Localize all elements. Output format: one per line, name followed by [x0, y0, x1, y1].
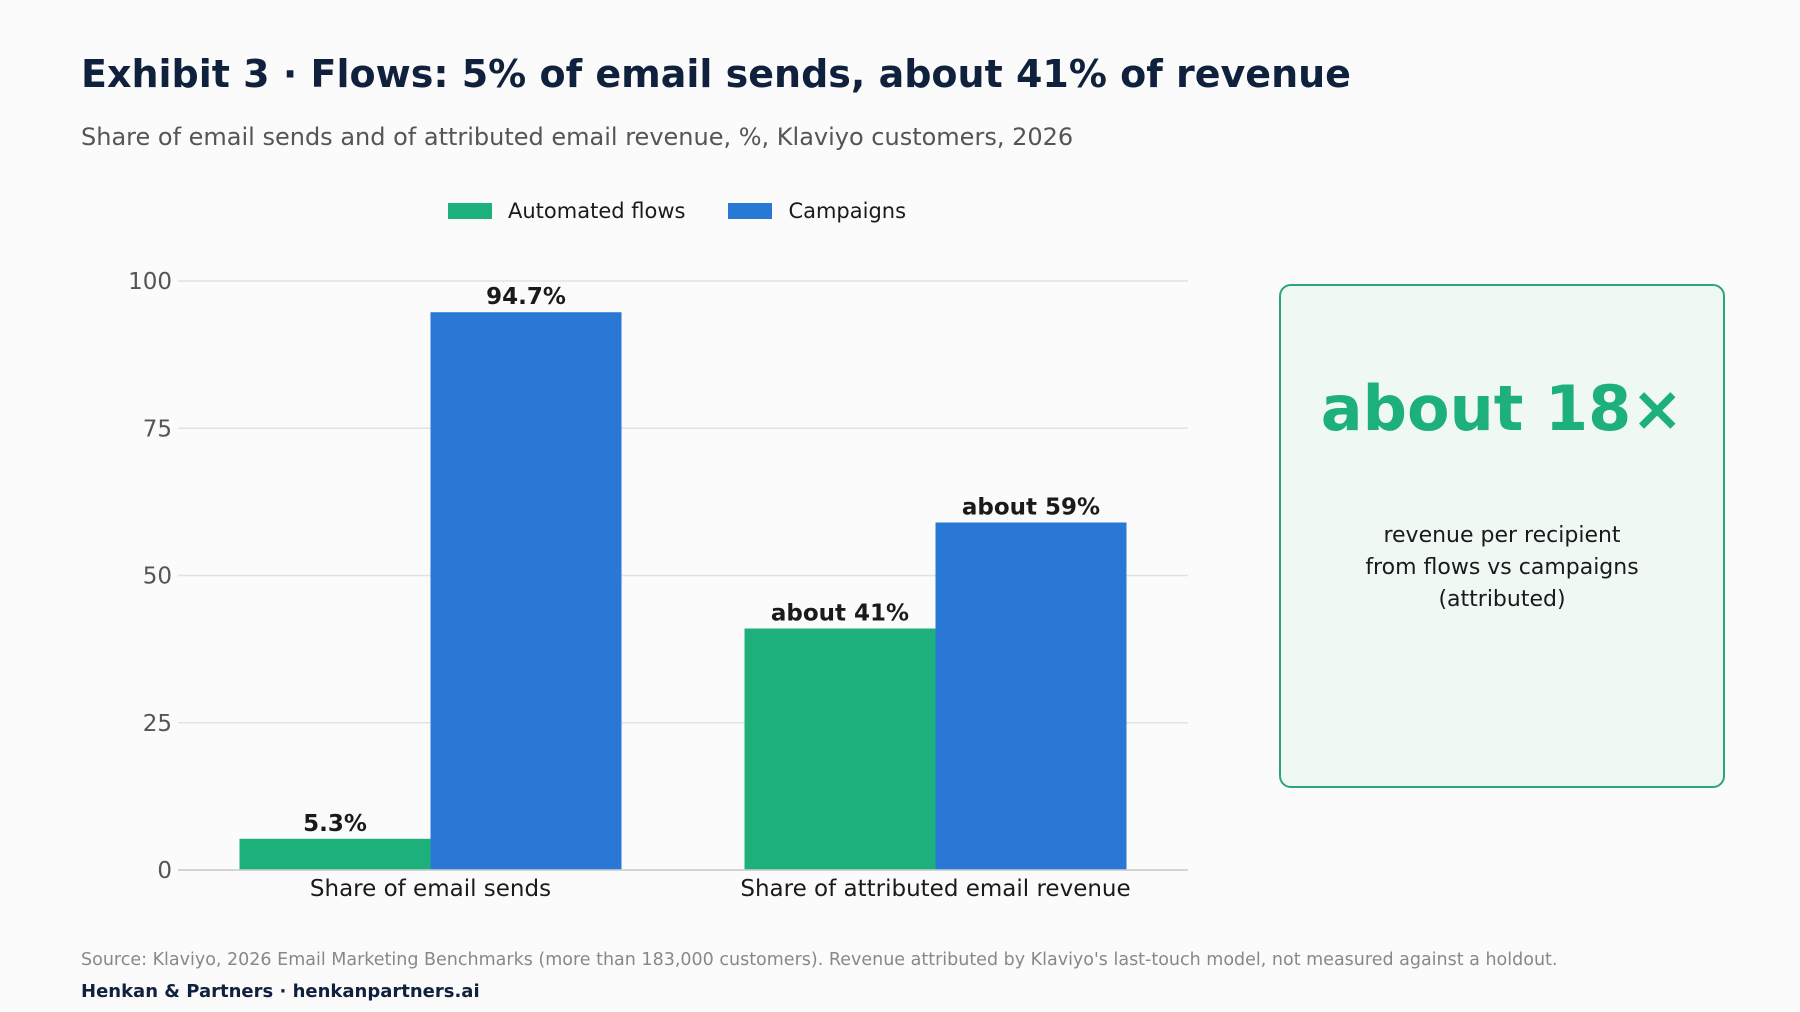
source-note: Source: Klaviyo, 2026 Email Marketing Be…: [81, 950, 1558, 970]
legend-item-flows: Automated flows: [448, 199, 685, 223]
data-label: about 59%: [962, 494, 1100, 520]
y-tick-label: 50: [143, 564, 172, 590]
legend-swatch-campaigns: [728, 203, 773, 219]
data-label: 94.7%: [486, 284, 566, 310]
callout-box: about 18× revenue per recipient from flo…: [1279, 284, 1725, 788]
page-subtitle: Share of email sends and of attributed e…: [81, 123, 1074, 151]
legend-label-flows: Automated flows: [508, 199, 686, 223]
bar: [744, 628, 936, 870]
legend-item-campaigns: Campaigns: [728, 199, 906, 223]
callout-line: revenue per recipient: [1383, 523, 1621, 548]
callout-line: from flows vs campaigns: [1365, 555, 1639, 580]
y-tick-label: 100: [128, 269, 172, 295]
callout-description: revenue per recipient from flows vs camp…: [1281, 520, 1723, 616]
callout-line: (attributed): [1438, 587, 1566, 612]
legend-label-campaigns: Campaigns: [788, 199, 907, 223]
bar: [430, 312, 622, 870]
bar: [239, 838, 431, 870]
callout-value: about 18×: [1320, 372, 1684, 445]
data-label: 5.3%: [303, 811, 367, 837]
x-tick-label: Share of attributed email revenue: [740, 876, 1130, 902]
brand-footer: Henkan & Partners · henkanpartners.ai: [81, 981, 480, 1002]
x-tick-label: Share of email sends: [310, 876, 551, 902]
data-label: about 41%: [771, 601, 909, 627]
y-tick-label: 25: [143, 711, 172, 737]
chart-legend: Automated flows Campaigns: [448, 199, 949, 223]
bar: [935, 522, 1127, 870]
legend-swatch-flows: [448, 203, 492, 219]
y-tick-label: 75: [143, 416, 172, 442]
y-tick-label: 0: [157, 858, 172, 884]
page-title: Exhibit 3 · Flows: 5% of email sends, ab…: [81, 52, 1351, 96]
